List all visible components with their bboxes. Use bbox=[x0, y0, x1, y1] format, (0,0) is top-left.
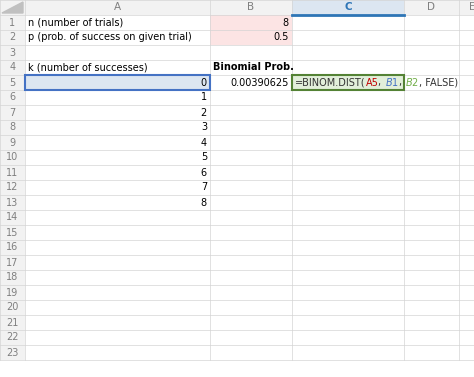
Text: 6: 6 bbox=[201, 167, 207, 178]
Bar bbox=[210, 0, 292, 15]
Text: 7: 7 bbox=[9, 107, 16, 118]
Text: 9: 9 bbox=[9, 138, 16, 147]
Text: Binomial Prob.: Binomial Prob. bbox=[213, 63, 294, 72]
Bar bbox=[0, 15, 25, 30]
Bar bbox=[0, 120, 25, 135]
Bar bbox=[0, 30, 25, 45]
Text: B: B bbox=[247, 3, 255, 12]
Bar bbox=[0, 345, 25, 360]
Text: k (number of successes): k (number of successes) bbox=[28, 63, 147, 72]
Text: C: C bbox=[344, 3, 352, 12]
Bar bbox=[0, 0, 25, 15]
Text: p (prob. of success on given trial): p (prob. of success on given trial) bbox=[28, 32, 192, 43]
Text: 22: 22 bbox=[6, 333, 19, 342]
Bar bbox=[0, 135, 25, 150]
Text: 2: 2 bbox=[9, 32, 16, 43]
Bar bbox=[0, 210, 25, 225]
Bar bbox=[0, 180, 25, 195]
Bar bbox=[0, 300, 25, 315]
Text: 15: 15 bbox=[6, 227, 18, 238]
Text: 3: 3 bbox=[9, 48, 16, 58]
Text: ,: , bbox=[379, 78, 385, 87]
Bar bbox=[0, 45, 25, 60]
Bar bbox=[0, 315, 25, 330]
Bar bbox=[0, 195, 25, 210]
Bar bbox=[0, 60, 25, 75]
Text: 6: 6 bbox=[9, 92, 16, 103]
Bar bbox=[210, 15, 292, 30]
Text: D: D bbox=[428, 3, 436, 12]
Text: 10: 10 bbox=[6, 153, 18, 162]
Bar bbox=[0, 285, 25, 300]
Text: 20: 20 bbox=[6, 302, 18, 313]
Text: 17: 17 bbox=[6, 257, 18, 268]
Text: 16: 16 bbox=[6, 242, 18, 253]
Text: 0.00390625: 0.00390625 bbox=[231, 78, 289, 87]
Bar bbox=[292, 75, 404, 90]
Bar bbox=[459, 0, 474, 15]
Bar bbox=[0, 90, 25, 105]
Text: 5: 5 bbox=[201, 153, 207, 162]
Text: 12: 12 bbox=[6, 182, 18, 193]
Text: 23: 23 bbox=[6, 348, 18, 357]
Bar bbox=[25, 75, 210, 90]
Text: 8: 8 bbox=[201, 198, 207, 207]
Text: 5: 5 bbox=[9, 78, 16, 87]
Bar bbox=[0, 330, 25, 345]
Text: A: A bbox=[114, 3, 121, 12]
Text: 7: 7 bbox=[201, 182, 207, 193]
Bar bbox=[25, 0, 210, 15]
Bar bbox=[0, 150, 25, 165]
Bar bbox=[0, 75, 25, 90]
Bar bbox=[0, 270, 25, 285]
Text: , FALSE): , FALSE) bbox=[419, 78, 458, 87]
Polygon shape bbox=[2, 2, 23, 13]
Text: 8: 8 bbox=[283, 17, 289, 28]
Text: E: E bbox=[469, 3, 474, 12]
Bar bbox=[0, 240, 25, 255]
Text: 19: 19 bbox=[6, 288, 18, 297]
Bar bbox=[292, 0, 404, 15]
Text: n (number of trials): n (number of trials) bbox=[28, 17, 123, 28]
Text: A5: A5 bbox=[365, 78, 379, 87]
Text: 2: 2 bbox=[201, 107, 207, 118]
Bar bbox=[0, 225, 25, 240]
Bar bbox=[0, 105, 25, 120]
Text: 1: 1 bbox=[9, 17, 16, 28]
Text: 1: 1 bbox=[201, 92, 207, 103]
Text: 0: 0 bbox=[201, 78, 207, 87]
Text: 14: 14 bbox=[6, 213, 18, 222]
Text: 4: 4 bbox=[201, 138, 207, 147]
Bar bbox=[210, 30, 292, 45]
Bar bbox=[292, 0, 404, 15]
Text: 21: 21 bbox=[6, 317, 18, 328]
Text: 8: 8 bbox=[9, 123, 16, 132]
Text: 13: 13 bbox=[6, 198, 18, 207]
Text: ,: , bbox=[399, 78, 405, 87]
Bar bbox=[404, 0, 459, 15]
Text: $B$1: $B$1 bbox=[385, 77, 399, 89]
Text: 18: 18 bbox=[6, 273, 18, 282]
Text: 3: 3 bbox=[201, 123, 207, 132]
Text: $B$2: $B$2 bbox=[405, 77, 419, 89]
Text: 11: 11 bbox=[6, 167, 18, 178]
Text: 0.5: 0.5 bbox=[273, 32, 289, 43]
Text: =BINOM.DIST(: =BINOM.DIST( bbox=[295, 78, 365, 87]
Bar bbox=[0, 255, 25, 270]
Bar bbox=[0, 165, 25, 180]
Text: 4: 4 bbox=[9, 63, 16, 72]
